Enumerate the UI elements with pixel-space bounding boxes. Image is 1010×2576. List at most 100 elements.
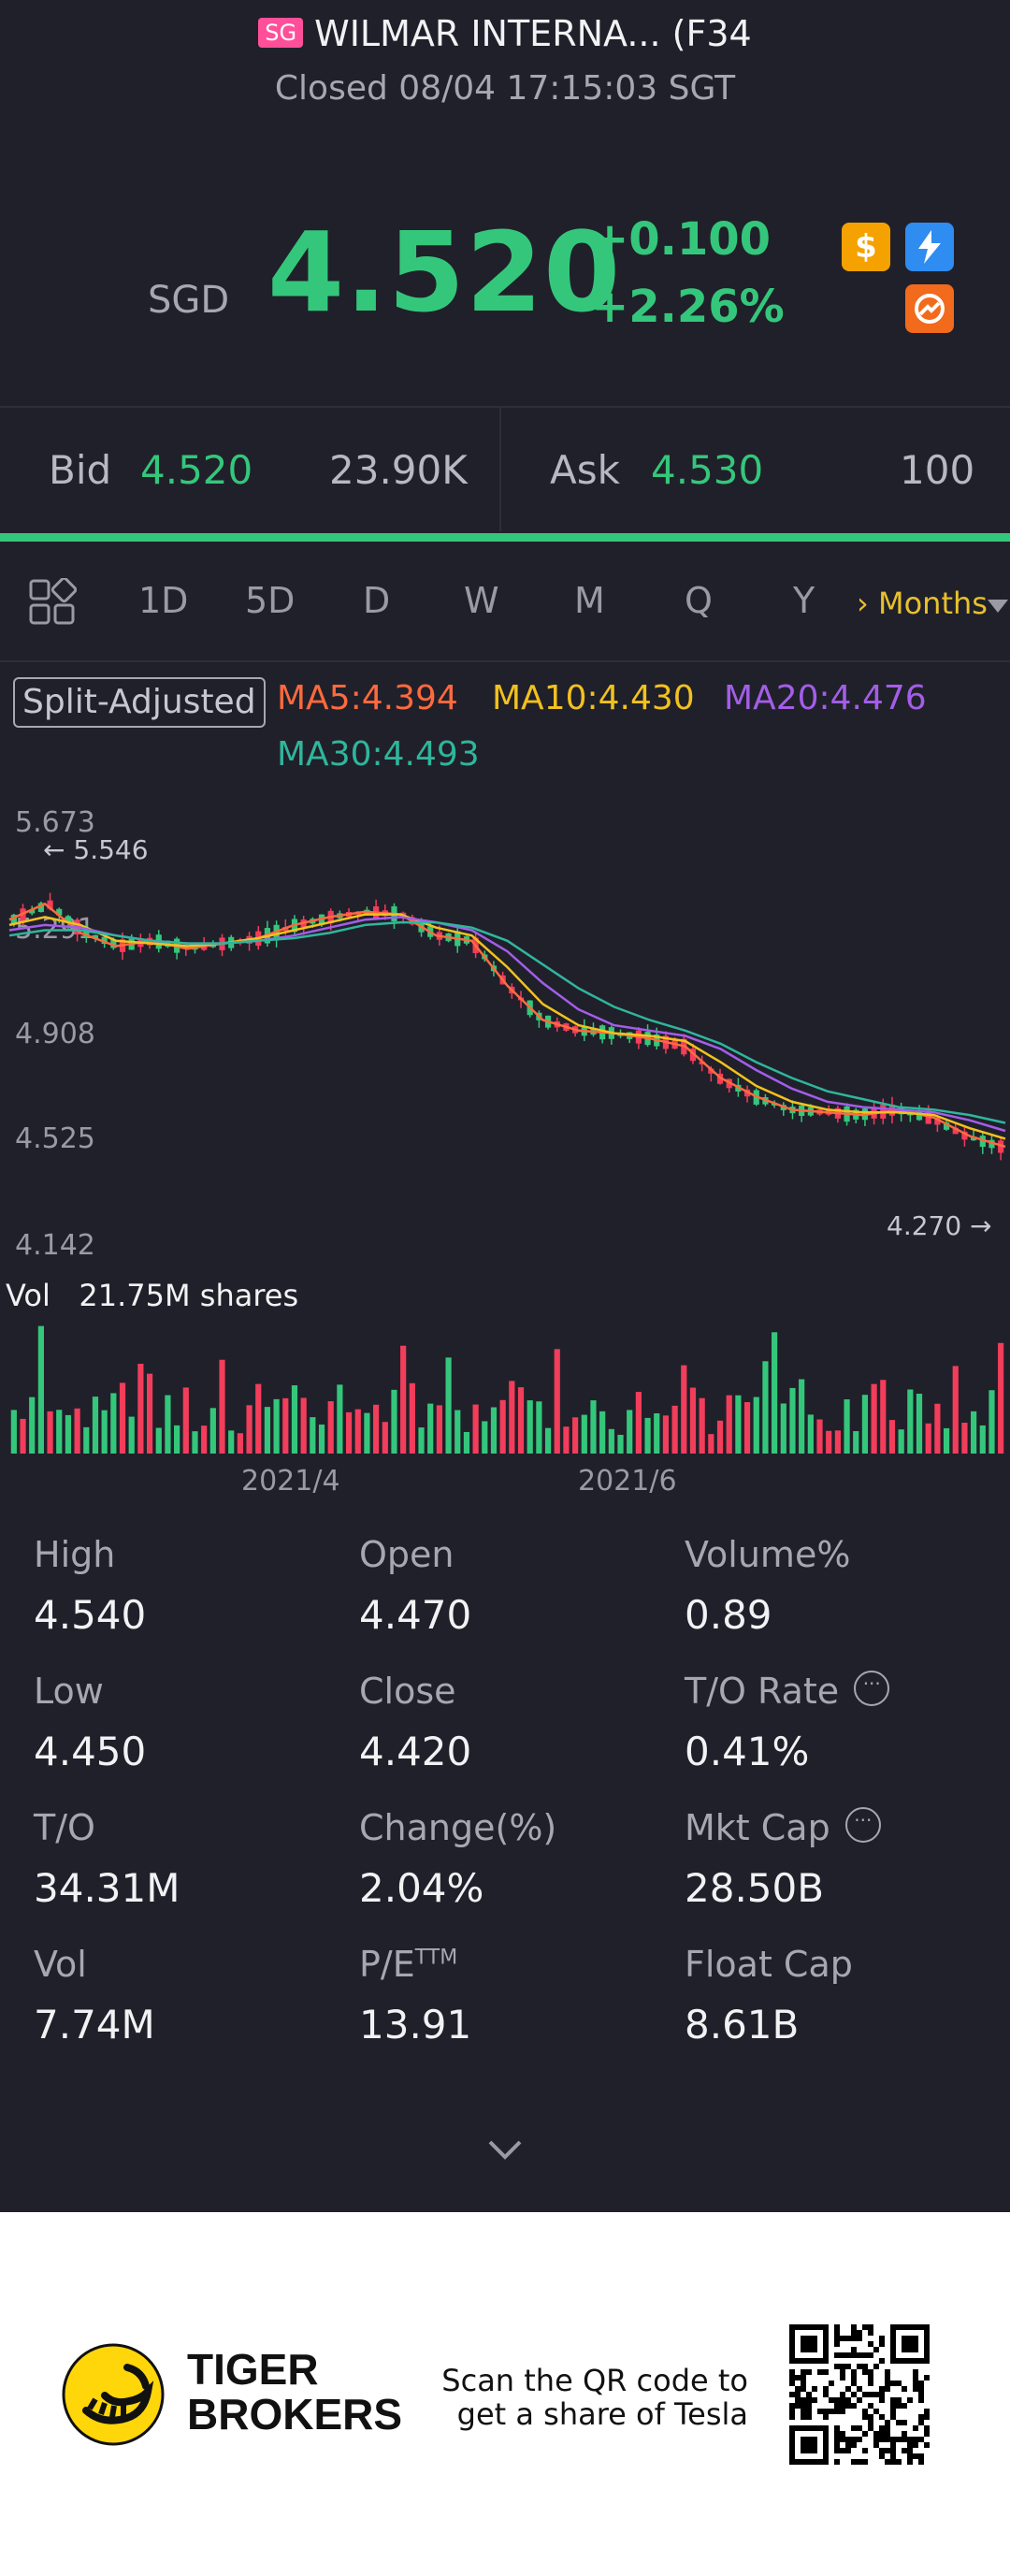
- tab-day[interactable]: D: [363, 580, 391, 621]
- volume-bar: [318, 1424, 325, 1454]
- volume-bar: [536, 1401, 542, 1454]
- rocket-badge-icon[interactable]: [905, 284, 954, 333]
- caret-down-icon[interactable]: [988, 599, 1008, 616]
- volume-bar: [816, 1419, 823, 1454]
- volume-bar: [201, 1425, 208, 1454]
- volume-bar: [907, 1389, 914, 1454]
- volume-bar: [409, 1382, 415, 1454]
- divider: [0, 406, 1010, 408]
- more-info-icon[interactable]: ···: [854, 1671, 890, 1706]
- pe-superscript: TTM: [414, 1946, 458, 1970]
- period-low-value: 4.270: [887, 1210, 962, 1241]
- volume-bar: [92, 1397, 99, 1454]
- tab-year[interactable]: Y: [793, 580, 815, 621]
- volume-bar: [110, 1393, 117, 1454]
- volume-bar: [563, 1426, 570, 1454]
- market-badge: SG: [258, 17, 304, 48]
- x-tick-label: 2021/6: [578, 1465, 677, 1498]
- tab-1d[interactable]: 1D: [138, 580, 189, 621]
- tab-5d[interactable]: 5D: [245, 580, 296, 621]
- tab-quarter[interactable]: Q: [685, 580, 713, 621]
- candle-body: [998, 1140, 1004, 1153]
- candlestick-chart[interactable]: [0, 804, 1010, 1459]
- volume-bar: [789, 1387, 796, 1454]
- volume-bar: [237, 1433, 243, 1454]
- tab-months[interactable]: › Months: [857, 586, 988, 621]
- candle-body: [952, 1127, 959, 1135]
- volume-bar: [182, 1387, 189, 1454]
- candle-body: [10, 914, 17, 925]
- volume-bar: [209, 1408, 216, 1454]
- stat-label-open: Open: [359, 1534, 454, 1575]
- volume-bar: [572, 1417, 579, 1454]
- volume-bar: [400, 1345, 407, 1454]
- lightning-icon[interactable]: [905, 223, 954, 271]
- volume-bar: [916, 1394, 923, 1454]
- volume-bar: [83, 1426, 90, 1454]
- volume-bar: [998, 1342, 1004, 1454]
- volume-bar: [527, 1400, 533, 1454]
- volume-bar: [155, 1427, 162, 1454]
- stat-label-mkt-cap-text: Mkt Cap: [685, 1807, 830, 1848]
- arrow-right-icon: →: [970, 1210, 992, 1241]
- volume-bar: [472, 1404, 479, 1454]
- ma30-value: MA30:4.493: [277, 735, 480, 774]
- stock-title: WILMAR INTERNA... (F34: [314, 13, 752, 54]
- y-tick-label: 5.673: [15, 806, 95, 839]
- volume-bar: [74, 1408, 80, 1454]
- volume-bar: [699, 1397, 705, 1454]
- stat-label-turnover-rate: T/O Rate ···: [685, 1671, 890, 1712]
- brand-line-1: TIGER: [187, 2345, 319, 2394]
- volume-bar: [337, 1384, 343, 1454]
- candle-body: [83, 929, 90, 938]
- volume-bar: [246, 1405, 252, 1454]
- volume-bar: [310, 1417, 316, 1454]
- candle-body: [92, 934, 99, 939]
- more-info-icon[interactable]: ···: [844, 1807, 881, 1843]
- market-status: Closed 08/04 17:15:03 SGT: [274, 69, 736, 108]
- dollar-icon[interactable]: $: [842, 223, 890, 271]
- stat-label-turnover-rate-text: T/O Rate: [685, 1671, 840, 1712]
- volume-bar: [681, 1365, 687, 1454]
- volume-bar: [427, 1403, 434, 1454]
- volume-bar: [590, 1400, 597, 1454]
- period-high-marker: ← 5.546: [43, 834, 149, 865]
- volume-bar: [20, 1418, 26, 1454]
- ma-line-ma10: [8, 913, 1006, 1140]
- stat-value-vol: 7.74M: [34, 2002, 155, 2048]
- volume-bar: [273, 1398, 280, 1454]
- price-change-percent: +2.26%: [591, 281, 785, 333]
- volume-label: Vol: [6, 1278, 50, 1313]
- y-tick-label: 4.525: [15, 1122, 95, 1155]
- volume-bar: [463, 1431, 470, 1454]
- candle-body: [20, 908, 26, 923]
- volume-bar: [807, 1414, 814, 1454]
- promo-line-1: Scan the QR code to: [441, 2363, 748, 2398]
- stat-value-low: 4.450: [34, 1729, 147, 1774]
- volume-bar: [952, 1366, 959, 1454]
- volume-bar: [780, 1403, 786, 1454]
- tab-month[interactable]: M: [574, 580, 605, 621]
- price-change: +0.100: [591, 213, 772, 266]
- volume-bar: [445, 1357, 452, 1454]
- tab-week[interactable]: W: [464, 580, 499, 621]
- divider: [499, 408, 501, 531]
- grid-icon[interactable]: [28, 576, 78, 627]
- quote-header: SG WILMAR INTERNA... (F34 Closed 08/04 17…: [0, 0, 1010, 402]
- volume-bar: [925, 1423, 931, 1454]
- volume-bar: [644, 1417, 651, 1454]
- volume-bar: [627, 1410, 633, 1454]
- volume-bar: [971, 1411, 977, 1454]
- split-adjusted-toggle[interactable]: Split-Adjusted: [13, 677, 266, 728]
- qr-code[interactable]: [789, 2324, 930, 2465]
- volume-bar: [264, 1407, 271, 1454]
- candle-body: [37, 903, 44, 913]
- volume-bar: [772, 1332, 778, 1454]
- candle-body: [110, 939, 117, 948]
- expand-chevron-icon[interactable]: [486, 2138, 524, 2164]
- volume-bar: [165, 1395, 171, 1454]
- volume-bar: [608, 1428, 614, 1454]
- volume-bar: [853, 1431, 859, 1454]
- volume-bar: [735, 1395, 742, 1454]
- volume-bar: [354, 1409, 361, 1454]
